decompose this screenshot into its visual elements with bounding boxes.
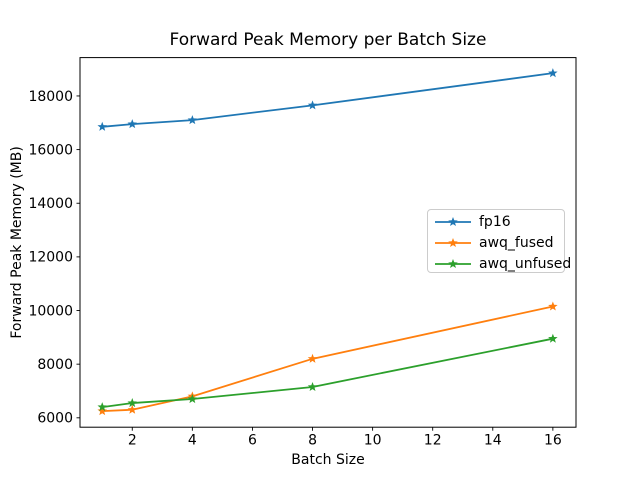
y-tick-label: 12000 bbox=[28, 250, 73, 266]
x-tick-label: 14 bbox=[484, 433, 502, 449]
legend-entry: awq_unfused bbox=[433, 253, 571, 274]
y-tick-label: 16000 bbox=[28, 142, 73, 158]
y-tick-label: 8000 bbox=[37, 357, 73, 373]
legend-line-marker-icon bbox=[435, 258, 471, 268]
legend: fp16 awq_fused awq_unfused bbox=[427, 209, 571, 274]
series-line-awq_unfused bbox=[101, 337, 554, 408]
legend-label: fp16 bbox=[479, 213, 511, 230]
x-tick-label: 10 bbox=[364, 433, 382, 449]
legend-line-marker-icon bbox=[435, 216, 471, 226]
legend-line-marker-icon bbox=[435, 237, 471, 247]
x-tick-label: 8 bbox=[308, 433, 317, 449]
series-line-awq_fused bbox=[101, 305, 554, 413]
legend-star-marker bbox=[448, 258, 458, 268]
y-axis-label: Forward Peak Memory (MB) bbox=[9, 146, 25, 338]
x-tick-label: 2 bbox=[128, 433, 137, 449]
legend-label: awq_unfused bbox=[479, 255, 572, 272]
y-tick-label: 6000 bbox=[37, 411, 73, 427]
legend-star-marker bbox=[448, 237, 458, 247]
y-tick-label: 14000 bbox=[28, 196, 73, 212]
x-tick-label: 4 bbox=[188, 433, 197, 449]
x-axis-label: Batch Size bbox=[291, 452, 364, 468]
x-tick-label: 12 bbox=[424, 433, 442, 449]
series-markers-awq_fused bbox=[97, 301, 558, 416]
legend-star-marker bbox=[448, 216, 458, 226]
y-tick-label: 10000 bbox=[28, 303, 73, 319]
series-markers-awq_unfused bbox=[97, 333, 558, 412]
y-tick-label: 18000 bbox=[28, 89, 73, 105]
x-tick-label: 6 bbox=[248, 433, 257, 449]
chart-title: Forward Peak Memory per Batch Size bbox=[170, 30, 487, 50]
plot-border bbox=[79, 57, 577, 428]
legend-entry: awq_fused bbox=[433, 232, 560, 253]
legend-label: awq_fused bbox=[479, 234, 554, 251]
series-line-fp16 bbox=[101, 72, 554, 128]
x-tick-label: 16 bbox=[544, 433, 562, 449]
legend-entry: fp16 bbox=[433, 211, 560, 232]
